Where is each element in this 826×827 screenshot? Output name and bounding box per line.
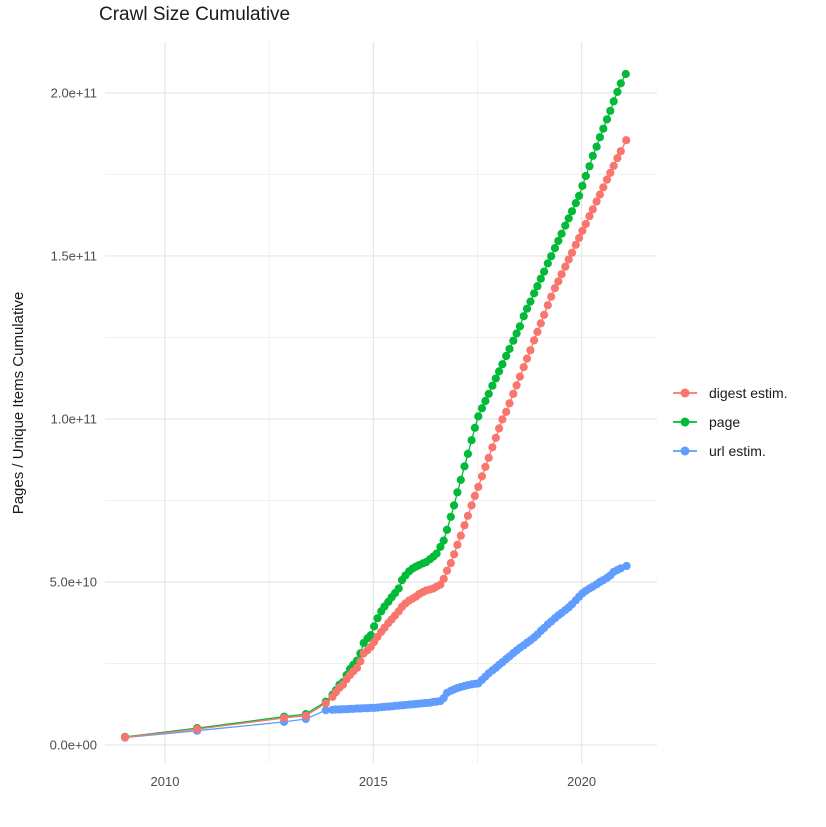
- legend-entry-url-estim: url estim.: [672, 436, 788, 465]
- legend-entry-digest-estim: digest estim.: [672, 378, 788, 407]
- svg-text:2010: 2010: [151, 774, 180, 789]
- chart-title: Crawl Size Cumulative: [99, 4, 291, 25]
- legend-key-digest-estim-icon: [673, 388, 697, 397]
- svg-text:2.0e+11: 2.0e+11: [51, 85, 97, 100]
- legend-label-url-estim: url estim.: [709, 442, 766, 459]
- legend-label-page: page: [709, 413, 741, 430]
- legend-key-page-icon: [673, 417, 697, 426]
- svg-text:1.5e+11: 1.5e+11: [51, 248, 97, 263]
- x-tick-labels: 2010 2015 2020: [151, 774, 597, 789]
- svg-text:2015: 2015: [359, 774, 388, 789]
- legend-key-url-estim-icon: [673, 446, 697, 455]
- svg-text:2020: 2020: [567, 774, 596, 789]
- svg-text:0.0e+00: 0.0e+00: [50, 738, 97, 753]
- series-digest-estim: [120, 136, 631, 742]
- svg-text:1.0e+11: 1.0e+11: [51, 411, 97, 426]
- svg-text:5.0e+10: 5.0e+10: [50, 575, 97, 590]
- legend: digest estim. page url estim.: [672, 378, 788, 465]
- series-url-estim: [120, 561, 631, 742]
- y-tick-labels: 0.0e+00 5.0e+10 1.0e+11 1.5e+11 2.0e+11: [50, 85, 97, 752]
- gridlines-major: [105, 42, 657, 763]
- gridlines-minor: [105, 42, 657, 763]
- legend-entry-page: page: [672, 407, 788, 436]
- legend-label-digest-estim: digest estim.: [709, 384, 788, 401]
